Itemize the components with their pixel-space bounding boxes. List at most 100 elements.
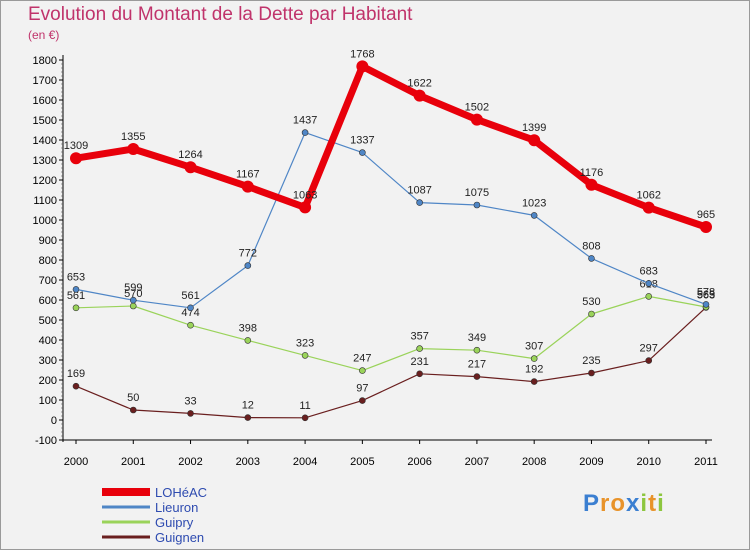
legend-label: Guignen <box>155 530 204 545</box>
x-tick-label: 2008 <box>522 456 546 468</box>
data-label: 563 <box>697 289 715 301</box>
data-label: 1176 <box>580 167 604 179</box>
y-tick-label: 1100 <box>33 195 57 207</box>
series-point <box>473 201 481 209</box>
data-label: 231 <box>410 356 428 368</box>
data-label: 398 <box>239 322 257 334</box>
y-tick-label: 0 <box>51 415 57 427</box>
logo-letter: r <box>600 490 611 517</box>
series-point <box>473 373 481 380</box>
data-label: 1622 <box>407 78 431 90</box>
data-label: 323 <box>296 337 314 349</box>
series-point <box>72 286 80 293</box>
data-label: 565 <box>697 289 715 301</box>
series-point <box>530 378 538 385</box>
y-tick-label: 600 <box>39 295 57 307</box>
series-point <box>356 60 369 73</box>
series-point <box>588 310 595 318</box>
data-label: 1063 <box>293 189 317 201</box>
series-point <box>588 369 595 377</box>
x-tick-label: 2001 <box>121 456 145 468</box>
series-point <box>645 280 653 287</box>
data-label: 1399 <box>522 122 546 134</box>
data-label: 561 <box>67 290 85 302</box>
data-label: 808 <box>582 240 600 252</box>
data-label: 1355 <box>121 131 145 143</box>
series-point <box>299 201 312 214</box>
data-label: 599 <box>124 282 142 294</box>
data-label: 192 <box>525 364 543 376</box>
series-line-0 <box>72 62 710 231</box>
data-label: 772 <box>239 248 257 260</box>
series-line-3 <box>75 306 707 419</box>
series-point <box>645 293 653 300</box>
series-point <box>187 321 194 329</box>
data-label: 349 <box>468 332 486 344</box>
logo-letter: t <box>648 490 658 517</box>
y-tick-label: 300 <box>39 355 57 367</box>
x-tick-label: 2006 <box>407 456 431 468</box>
x-tick-label: 2009 <box>579 456 603 468</box>
series-point <box>72 382 80 390</box>
series-point <box>187 304 194 312</box>
chart-subtitle: (en €) <box>28 28 60 42</box>
data-label: 217 <box>468 359 486 371</box>
data-label: 653 <box>67 271 85 283</box>
data-label: 50 <box>127 392 139 404</box>
series-point <box>129 296 137 304</box>
data-label: 247 <box>353 353 371 365</box>
series-point <box>413 89 426 102</box>
series-point <box>416 370 423 378</box>
series-point <box>129 406 137 414</box>
y-tick-label: 100 <box>39 395 57 407</box>
data-label: 1062 <box>636 190 660 202</box>
series-point <box>301 129 309 136</box>
data-label: 561 <box>181 290 199 302</box>
x-tick-label: 2000 <box>64 456 88 468</box>
data-label: 169 <box>67 368 85 380</box>
x-tick-label: 2007 <box>465 456 489 468</box>
chart-title: Evolution du Montant de la Dette par Hab… <box>28 4 413 25</box>
series-point <box>70 152 82 165</box>
series-point <box>127 143 140 155</box>
series-point <box>470 113 483 126</box>
logo-letter: x <box>626 490 641 517</box>
series-point <box>244 414 252 421</box>
data-label: 1087 <box>407 185 431 197</box>
x-tick-label: 2003 <box>236 456 260 468</box>
y-tick-label: 800 <box>39 255 57 267</box>
y-tick-label: 200 <box>39 375 57 387</box>
series-point <box>72 304 80 312</box>
series-point <box>416 199 423 206</box>
y-tick-label: 900 <box>39 235 57 247</box>
x-tick-label: 2004 <box>293 456 317 468</box>
legend-label: LOHéAC <box>155 485 207 500</box>
data-label: 1768 <box>350 48 374 60</box>
series-point <box>642 201 655 214</box>
series-point <box>530 355 538 362</box>
data-label: 1309 <box>64 140 88 152</box>
series-point <box>129 302 137 310</box>
data-label: 12 <box>242 400 254 412</box>
x-tick-label: 2002 <box>178 456 202 468</box>
series-point <box>241 180 254 193</box>
x-tick-label: 2011 <box>694 456 718 468</box>
series-line-2 <box>75 295 707 372</box>
data-label: 570 <box>124 288 142 300</box>
y-tick-label: 1600 <box>33 95 57 107</box>
series-point <box>359 397 366 404</box>
series-point <box>187 410 194 417</box>
series-point <box>301 352 309 359</box>
data-label: 1075 <box>465 187 489 199</box>
x-tick-label: 2010 <box>636 456 660 468</box>
x-tick-label: 2005 <box>350 456 374 468</box>
series-point <box>359 367 366 374</box>
data-label: 297 <box>640 343 658 355</box>
logo-letter: P <box>583 490 601 517</box>
series-point <box>585 178 598 191</box>
data-label: 1264 <box>178 149 202 161</box>
series-point <box>359 149 366 156</box>
series-point <box>530 212 538 219</box>
